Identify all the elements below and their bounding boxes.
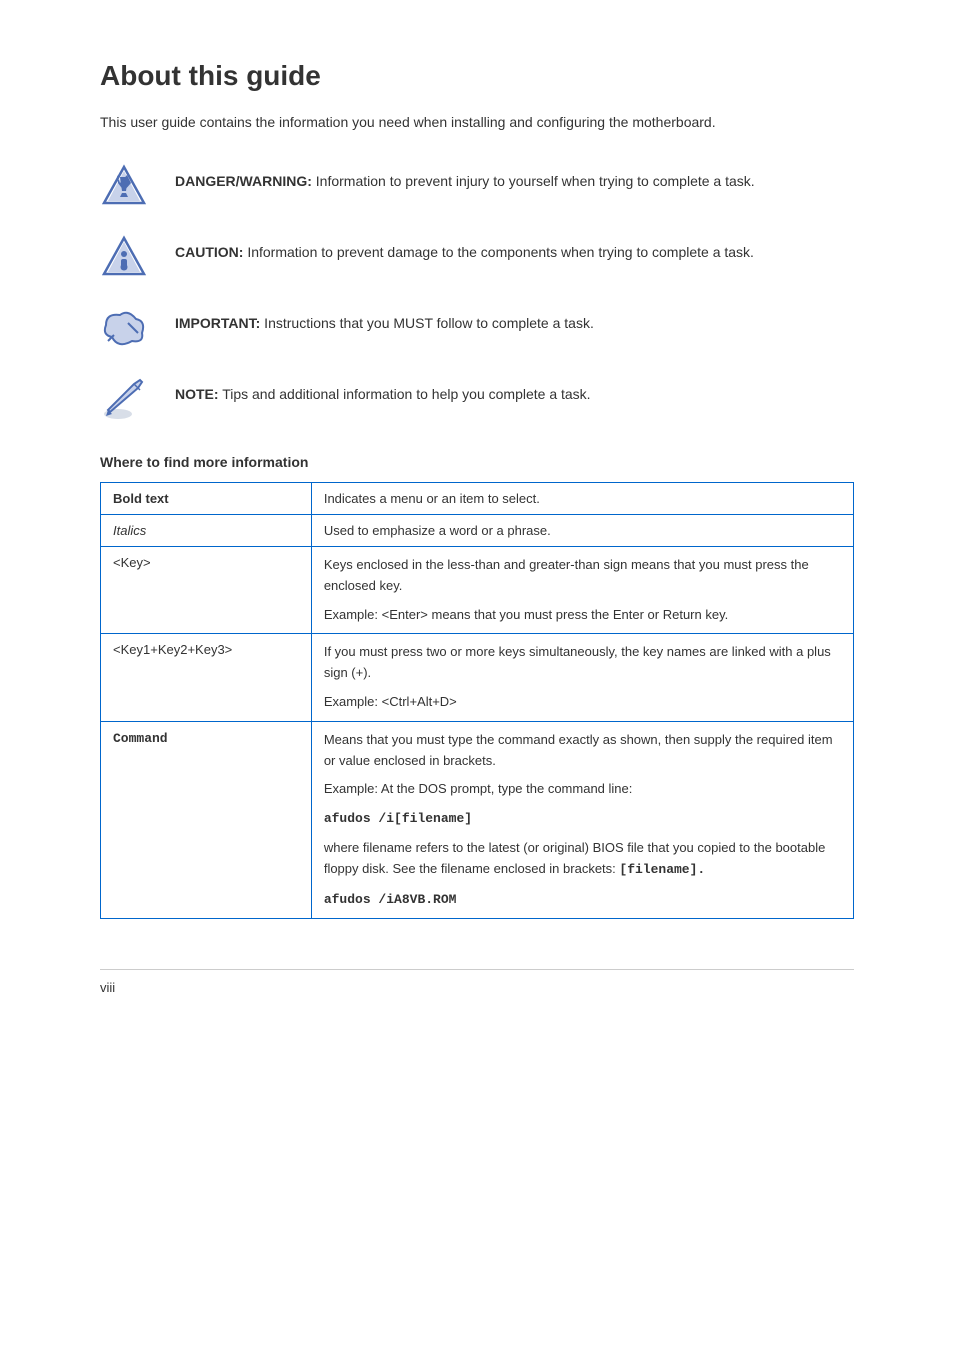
warning-text: DANGER/WARNING: Information to prevent i…	[175, 163, 755, 192]
command-label: Command	[113, 731, 168, 746]
page-title: About this guide	[100, 60, 854, 92]
table-cell-left: <Key1+Key2+Key3>	[101, 634, 312, 721]
command-filename: [filename].	[619, 862, 705, 877]
bold-text-label: Bold text	[113, 491, 169, 506]
command-description-2: Example: At the DOS prompt, type the com…	[324, 781, 633, 796]
important-text: IMPORTANT: Instructions that you MUST fo…	[175, 305, 594, 334]
table-row: <Key1+Key2+Key3> If you must press two o…	[101, 634, 854, 721]
caution-description: Information to prevent damage to the com…	[243, 244, 754, 260]
table-cell-right: Keys enclosed in the less-than and great…	[311, 547, 853, 634]
caution-text: CAUTION: Information to prevent damage t…	[175, 234, 754, 263]
table-cell-left: Command	[101, 721, 312, 919]
note-description: Tips and additional information to help …	[219, 386, 591, 402]
table-cell-left: Bold text	[101, 483, 312, 515]
key-description-1: Keys enclosed in the less-than and great…	[324, 557, 809, 593]
keycombo-description-1: If you must press two or more keys simul…	[324, 644, 831, 680]
italics-label: Italics	[113, 523, 146, 538]
table-row: <Key> Keys enclosed in the less-than and…	[101, 547, 854, 634]
command-example-2: afudos /iA8VB.ROM	[324, 892, 457, 907]
conventions-table: Bold text Indicates a menu or an item to…	[100, 482, 854, 919]
table-cell-right: Indicates a menu or an item to select.	[311, 483, 853, 515]
command-description-1: Means that you must type the command exa…	[324, 732, 833, 768]
table-cell-right: Means that you must type the command exa…	[311, 721, 853, 919]
warning-row: DANGER/WARNING: Information to prevent i…	[100, 163, 854, 216]
keycombo-description-2: Example: <Ctrl+Alt+D>	[324, 694, 457, 709]
command-plain: where filename refers to the latest (or …	[324, 840, 826, 876]
important-label: IMPORTANT:	[175, 315, 260, 331]
intro-paragraph: This user guide contains the information…	[100, 112, 854, 133]
important-description: Instructions that you MUST follow to com…	[260, 315, 594, 331]
important-icon	[100, 305, 150, 358]
warning-label: DANGER/WARNING:	[175, 173, 312, 189]
page-number: viii	[100, 980, 115, 995]
important-row: IMPORTANT: Instructions that you MUST fo…	[100, 305, 854, 358]
table-row: Italics Used to emphasize a word or a ph…	[101, 515, 854, 547]
caution-row: CAUTION: Information to prevent damage t…	[100, 234, 854, 287]
note-row: NOTE: Tips and additional information to…	[100, 376, 854, 429]
caution-label: CAUTION:	[175, 244, 243, 260]
table-cell-right: Used to emphasize a word or a phrase.	[311, 515, 853, 547]
danger-icon	[100, 163, 150, 216]
warning-description: Information to prevent injury to yoursel…	[312, 173, 755, 189]
page-footer: viii	[100, 969, 854, 995]
table-row: Command Means that you must type the com…	[101, 721, 854, 919]
table-cell-left: Italics	[101, 515, 312, 547]
key-description-2: Example: <Enter> means that you must pre…	[324, 607, 728, 622]
table-row: Bold text Indicates a menu or an item to…	[101, 483, 854, 515]
note-text: NOTE: Tips and additional information to…	[175, 376, 591, 405]
command-example-1: afudos /i[filename]	[324, 811, 472, 826]
note-label: NOTE:	[175, 386, 219, 402]
caution-icon	[100, 234, 150, 287]
table-cell-right: If you must press two or more keys simul…	[311, 634, 853, 721]
where-to-heading: Where to find more information	[100, 454, 854, 470]
note-icon	[100, 376, 150, 429]
table-cell-left: <Key>	[101, 547, 312, 634]
